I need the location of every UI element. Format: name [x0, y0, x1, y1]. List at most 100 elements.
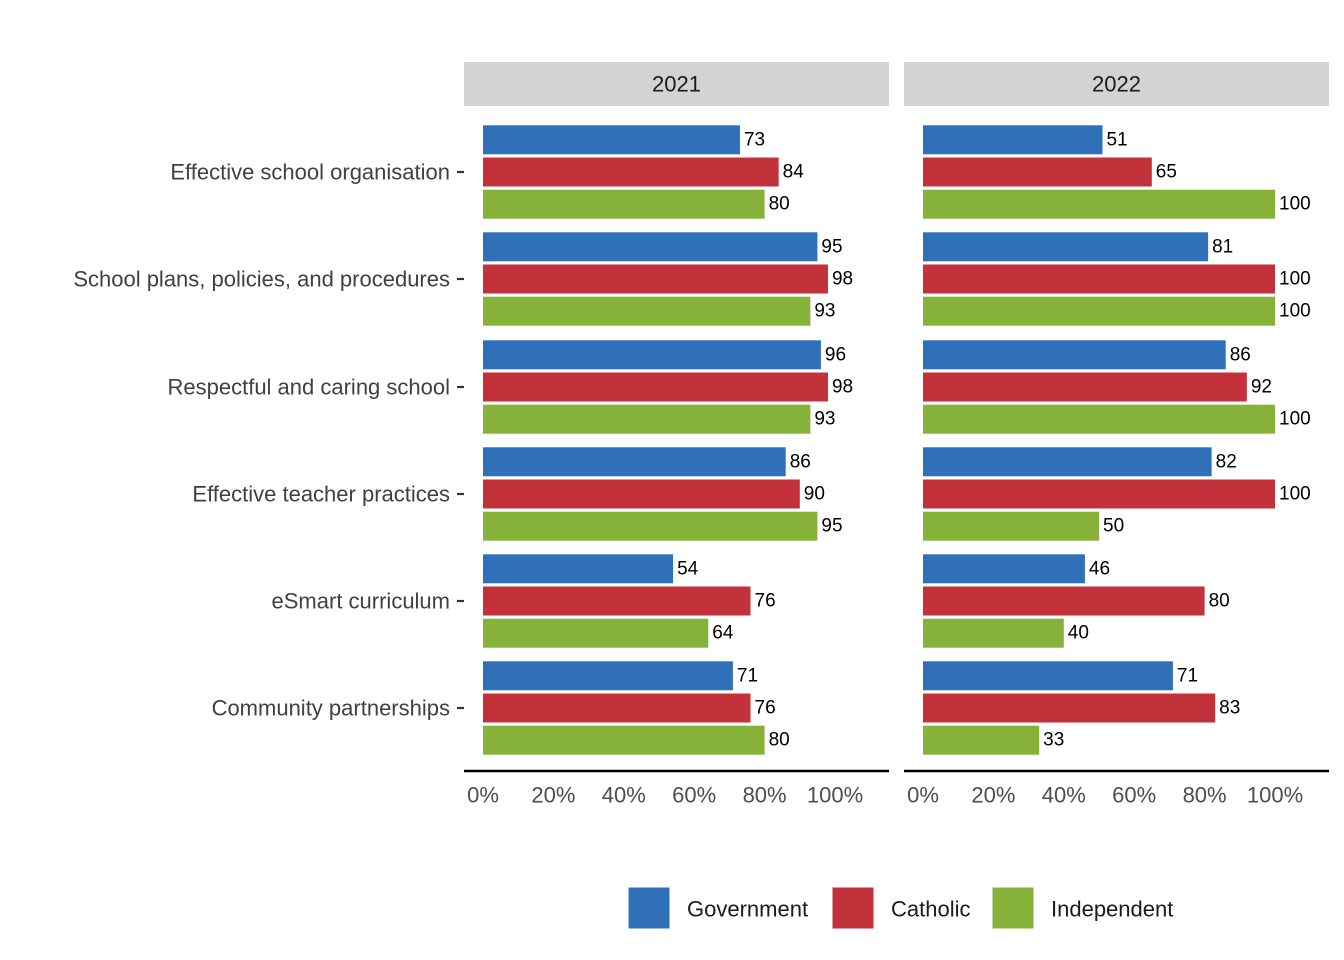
data-label: 51 — [1107, 129, 1128, 150]
data-label: 100 — [1279, 194, 1311, 215]
data-label: 81 — [1212, 236, 1233, 257]
bar-catholic — [923, 372, 1247, 402]
data-label: 93 — [814, 301, 835, 322]
bar-catholic — [923, 479, 1275, 509]
data-label: 65 — [1156, 162, 1177, 183]
bar-independent — [483, 404, 811, 434]
bar-independent — [923, 296, 1275, 326]
data-label: 76 — [755, 698, 776, 719]
facet-strip — [464, 62, 889, 106]
data-label: 82 — [1216, 451, 1237, 472]
x-tick-label: 100% — [807, 783, 863, 808]
data-label: 50 — [1103, 516, 1124, 537]
data-label: 86 — [1230, 344, 1251, 365]
x-tick-label: 100% — [1247, 783, 1303, 808]
bar-catholic — [923, 693, 1216, 723]
bar-government — [923, 340, 1226, 370]
data-label: 71 — [1177, 665, 1198, 686]
x-tick-label: 60% — [1112, 783, 1156, 808]
category-label: Respectful and caring school — [168, 375, 451, 400]
x-tick-label: 40% — [1042, 783, 1086, 808]
bar-independent — [483, 618, 709, 648]
bar-government — [483, 447, 786, 477]
data-label: 93 — [814, 409, 835, 430]
bar-independent — [923, 404, 1275, 434]
bar-independent — [923, 511, 1099, 541]
bar-independent — [923, 725, 1040, 755]
bar-government — [483, 554, 674, 584]
data-label: 96 — [825, 344, 846, 365]
data-label: 80 — [769, 730, 790, 751]
category-label: eSmart curriculum — [272, 589, 450, 614]
x-tick-label: 20% — [531, 783, 575, 808]
bar-government — [483, 232, 818, 262]
x-tick-label: 40% — [602, 783, 646, 808]
data-label: 98 — [832, 377, 853, 398]
bar-independent — [483, 725, 765, 755]
data-label: 83 — [1219, 698, 1240, 719]
data-label: 80 — [769, 194, 790, 215]
legend-label: Independent — [1051, 897, 1173, 922]
x-tick-label: 0% — [467, 783, 499, 808]
bar-independent — [923, 189, 1275, 219]
bar-independent — [483, 511, 818, 541]
data-label: 100 — [1279, 409, 1311, 430]
legend-key-catholic — [831, 886, 875, 930]
bar-catholic — [483, 693, 751, 723]
data-label: 98 — [832, 269, 853, 290]
bar-independent — [483, 189, 765, 219]
data-label: 95 — [821, 236, 842, 257]
data-label: 86 — [790, 451, 811, 472]
x-tick-label: 80% — [743, 783, 787, 808]
bar-government — [923, 232, 1209, 262]
data-label: 100 — [1279, 269, 1311, 290]
data-label: 84 — [783, 162, 805, 183]
bar-independent — [923, 618, 1064, 648]
category-label: Effective school organisation — [170, 160, 450, 185]
data-label: 100 — [1279, 484, 1311, 505]
x-tick-label: 0% — [907, 783, 939, 808]
data-label: 80 — [1209, 591, 1230, 612]
data-label: 76 — [755, 591, 776, 612]
bar-catholic — [483, 264, 828, 294]
data-label: 64 — [712, 623, 734, 644]
bar-catholic — [923, 157, 1152, 187]
category-label: School plans, policies, and procedures — [73, 267, 450, 292]
facet-label: 2021 — [652, 72, 701, 97]
data-label: 46 — [1089, 558, 1110, 579]
data-label: 90 — [804, 484, 825, 505]
legend-label: Catholic — [891, 897, 970, 922]
facet-strip — [904, 62, 1329, 106]
bar-catholic — [483, 157, 779, 187]
data-label: 73 — [744, 129, 765, 150]
data-label: 100 — [1279, 301, 1311, 322]
x-tick-label: 20% — [971, 783, 1015, 808]
data-label: 33 — [1043, 730, 1064, 751]
bar-government — [483, 340, 821, 370]
bar-government — [483, 661, 733, 691]
facet-label: 2022 — [1092, 72, 1141, 97]
legend-key-government — [627, 886, 671, 930]
data-label: 95 — [821, 516, 842, 537]
category-label: Community partnerships — [212, 696, 450, 721]
legend-key-independent — [991, 886, 1035, 930]
bar-government — [483, 125, 740, 155]
bar-government — [923, 125, 1103, 155]
bar-catholic — [483, 586, 751, 616]
data-label: 92 — [1251, 377, 1272, 398]
bar-catholic — [923, 586, 1205, 616]
bar-government — [923, 447, 1212, 477]
x-tick-label: 60% — [672, 783, 716, 808]
data-label: 71 — [737, 665, 758, 686]
bar-independent — [483, 296, 811, 326]
bar-government — [923, 554, 1085, 584]
category-label: Effective teacher practices — [192, 482, 450, 507]
bar-government — [923, 661, 1173, 691]
bar-catholic — [483, 372, 828, 402]
bar-catholic — [483, 479, 800, 509]
data-label: 54 — [677, 558, 699, 579]
legend-label: Government — [687, 897, 808, 922]
x-tick-label: 80% — [1183, 783, 1227, 808]
bar-catholic — [923, 264, 1275, 294]
